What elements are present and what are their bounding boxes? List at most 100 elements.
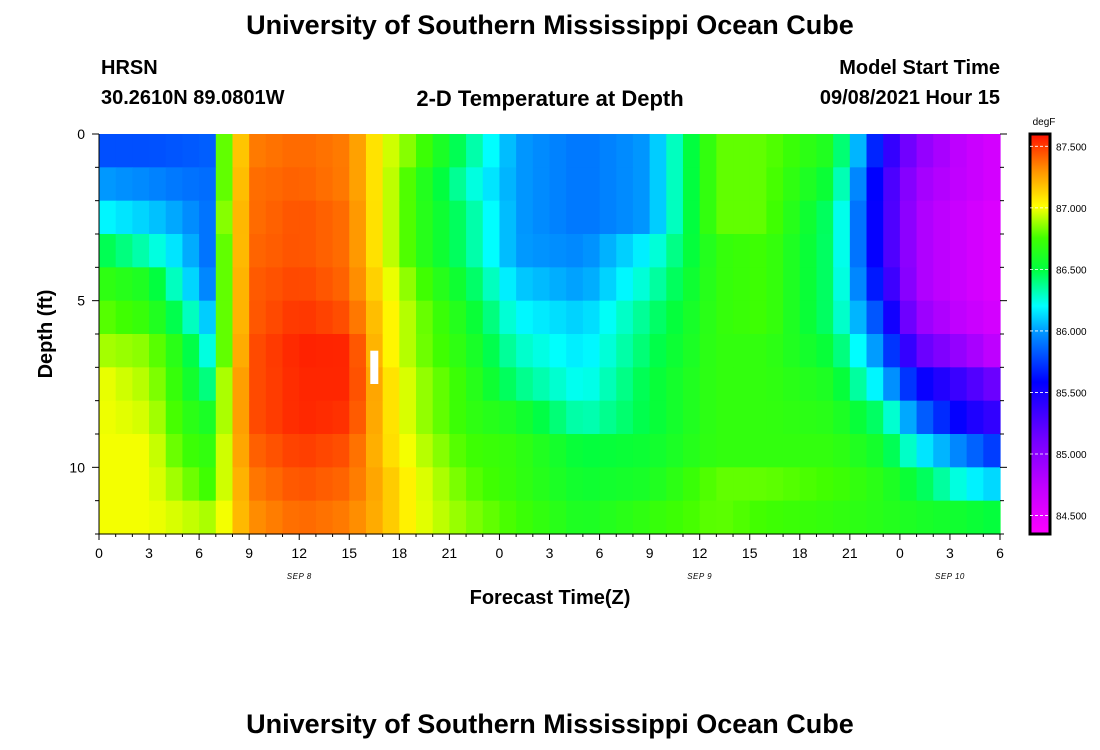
y-tick-label: 10 bbox=[69, 459, 85, 475]
date-label: SEP 10 bbox=[935, 572, 965, 581]
heatmap-cell bbox=[849, 367, 868, 402]
heatmap-cell bbox=[783, 167, 801, 202]
heatmap-cell bbox=[132, 200, 150, 235]
heatmap-cell bbox=[599, 200, 617, 235]
heatmap-cell bbox=[616, 300, 634, 335]
heatmap-cell bbox=[766, 434, 784, 468]
heatmap-cell bbox=[916, 467, 934, 502]
heatmap-cell bbox=[332, 267, 350, 302]
heatmap-cell bbox=[349, 167, 367, 202]
heatmap-cell bbox=[399, 500, 417, 535]
heatmap-cell bbox=[466, 467, 484, 502]
heatmap-cell bbox=[149, 234, 167, 268]
heatmap-cell bbox=[866, 500, 884, 535]
heatmap-cell bbox=[99, 467, 117, 502]
heatmap-cell bbox=[382, 467, 400, 502]
heatmap-cell bbox=[215, 434, 234, 468]
heatmap-cell bbox=[966, 500, 984, 535]
heatmap-cell bbox=[182, 434, 200, 468]
heatmap-cell bbox=[416, 434, 434, 468]
heatmap-cell bbox=[365, 300, 384, 335]
heatmap-cell bbox=[899, 134, 918, 168]
heatmap-cell bbox=[766, 167, 784, 202]
heatmap-cell bbox=[149, 467, 167, 502]
heatmap-cell bbox=[699, 234, 717, 268]
heatmap-cell bbox=[215, 300, 234, 335]
heatmap-cell bbox=[482, 434, 501, 468]
heatmap-cell bbox=[282, 200, 300, 235]
heatmap-cell bbox=[249, 500, 267, 535]
heatmap-cell bbox=[699, 400, 717, 435]
heatmap-cell bbox=[883, 400, 901, 435]
heatmap-cell bbox=[949, 234, 968, 268]
heatmap-cell bbox=[649, 234, 667, 268]
heatmap-cell bbox=[232, 167, 250, 202]
heatmap-cell bbox=[983, 400, 1001, 435]
heatmap-cell bbox=[616, 234, 634, 268]
heatmap-cell bbox=[582, 267, 601, 302]
heatmap-cell bbox=[99, 267, 117, 302]
heatmap-cell bbox=[582, 400, 601, 435]
heatmap-cell bbox=[733, 300, 751, 335]
heatmap-cell bbox=[983, 434, 1001, 468]
heatmap-cell bbox=[649, 434, 667, 468]
heatmap-cell bbox=[766, 134, 784, 168]
heatmap-cell bbox=[482, 167, 501, 202]
heatmap-cell bbox=[833, 434, 851, 468]
heatmap-cell bbox=[783, 500, 801, 535]
heatmap-cell bbox=[649, 367, 667, 402]
heatmap-cell bbox=[132, 434, 150, 468]
heatmap-cell bbox=[149, 400, 167, 435]
heatmap-cell bbox=[315, 300, 334, 335]
heatmap-cell bbox=[349, 500, 367, 535]
heatmap-cell bbox=[749, 134, 768, 168]
heatmap-cell bbox=[749, 234, 768, 268]
heatmap-cell bbox=[532, 234, 551, 268]
heatmap-cell bbox=[115, 267, 133, 302]
heatmap-cell bbox=[983, 334, 1001, 368]
heatmap-cell bbox=[649, 300, 667, 335]
heatmap-cell bbox=[749, 200, 768, 235]
heatmap-cell bbox=[599, 400, 617, 435]
heatmap-cell bbox=[432, 167, 450, 202]
heatmap-cell bbox=[749, 400, 768, 435]
heatmap-cell bbox=[332, 500, 350, 535]
heatmap-cell bbox=[866, 167, 884, 202]
heatmap-cell bbox=[733, 167, 751, 202]
heatmap-cell bbox=[199, 367, 217, 402]
heatmap-cell bbox=[149, 267, 167, 302]
heatmap-cell bbox=[99, 200, 117, 235]
heatmap-cell bbox=[315, 467, 334, 502]
heatmap-cell bbox=[682, 200, 701, 235]
heatmap-cell bbox=[749, 167, 768, 202]
heatmap-cell bbox=[115, 400, 133, 435]
heatmap-cell bbox=[265, 434, 284, 468]
heatmap-cell bbox=[933, 234, 951, 268]
station-coordinates: 30.2610N 89.0801W bbox=[101, 87, 285, 109]
heatmap-cell bbox=[182, 267, 200, 302]
heatmap-cell bbox=[232, 200, 250, 235]
x-axis-title: Forecast Time(Z) bbox=[470, 587, 631, 609]
heatmap-cell bbox=[616, 467, 634, 502]
heatmap-cell bbox=[149, 434, 167, 468]
heatmap-cell bbox=[883, 234, 901, 268]
heatmap-cell bbox=[783, 267, 801, 302]
heatmap-cell bbox=[249, 434, 267, 468]
heatmap-cell bbox=[282, 334, 300, 368]
heatmap-cell bbox=[716, 367, 734, 402]
heatmap-cell bbox=[332, 134, 350, 168]
heatmap-cell bbox=[132, 467, 150, 502]
heatmap-cell bbox=[666, 167, 684, 202]
heatmap-cell bbox=[332, 300, 350, 335]
heatmap-cell bbox=[899, 334, 918, 368]
heatmap-cell bbox=[833, 500, 851, 535]
heatmap-cell bbox=[215, 234, 234, 268]
heatmap-cell bbox=[265, 200, 284, 235]
heatmap-cell bbox=[499, 300, 517, 335]
heatmap-cell bbox=[566, 334, 584, 368]
heatmap-cell bbox=[249, 234, 267, 268]
heatmap-cell bbox=[682, 234, 701, 268]
heatmap-cell bbox=[99, 434, 117, 468]
heatmap-cell bbox=[365, 267, 384, 302]
heatmap-cell bbox=[733, 434, 751, 468]
